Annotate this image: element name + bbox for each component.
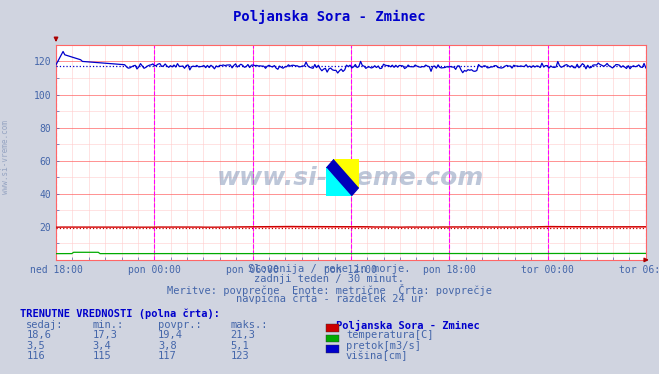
Text: 18,6: 18,6: [26, 330, 51, 340]
Text: 3,8: 3,8: [158, 341, 177, 351]
Text: 3,4: 3,4: [92, 341, 111, 351]
Text: 115: 115: [92, 351, 111, 361]
Text: TRENUTNE VREDNOSTI (polna črta):: TRENUTNE VREDNOSTI (polna črta):: [20, 309, 219, 319]
Text: višina[cm]: višina[cm]: [346, 351, 409, 362]
Text: Meritve: povprečne  Enote: metrične  Črta: povprečje: Meritve: povprečne Enote: metrične Črta:…: [167, 284, 492, 296]
Text: pretok[m3/s]: pretok[m3/s]: [346, 341, 421, 351]
Polygon shape: [326, 159, 359, 196]
Text: zadnji teden / 30 minut.: zadnji teden / 30 minut.: [254, 274, 405, 284]
Text: Slovenija / reke in morje.: Slovenija / reke in morje.: [248, 264, 411, 274]
Polygon shape: [335, 159, 359, 187]
Text: navpična črta - razdelek 24 ur: navpična črta - razdelek 24 ur: [236, 294, 423, 304]
Text: 117: 117: [158, 351, 177, 361]
Text: 5,1: 5,1: [231, 341, 249, 351]
Text: 123: 123: [231, 351, 249, 361]
Text: 21,3: 21,3: [231, 330, 256, 340]
Text: sedaj:: sedaj:: [26, 320, 64, 330]
Text: Poljanska Sora - Zminec: Poljanska Sora - Zminec: [233, 9, 426, 24]
Text: temperatura[C]: temperatura[C]: [346, 330, 434, 340]
Text: Poljanska Sora - Zminec: Poljanska Sora - Zminec: [336, 320, 480, 331]
Text: 17,3: 17,3: [92, 330, 117, 340]
Text: 116: 116: [26, 351, 45, 361]
Polygon shape: [326, 168, 351, 196]
Text: 19,4: 19,4: [158, 330, 183, 340]
Text: www.si-vreme.com: www.si-vreme.com: [1, 120, 10, 194]
Text: povpr.:: povpr.:: [158, 320, 202, 330]
Text: maks.:: maks.:: [231, 320, 268, 330]
Text: min.:: min.:: [92, 320, 123, 330]
Text: www.si-vreme.com: www.si-vreme.com: [217, 166, 484, 190]
Text: 3,5: 3,5: [26, 341, 45, 351]
